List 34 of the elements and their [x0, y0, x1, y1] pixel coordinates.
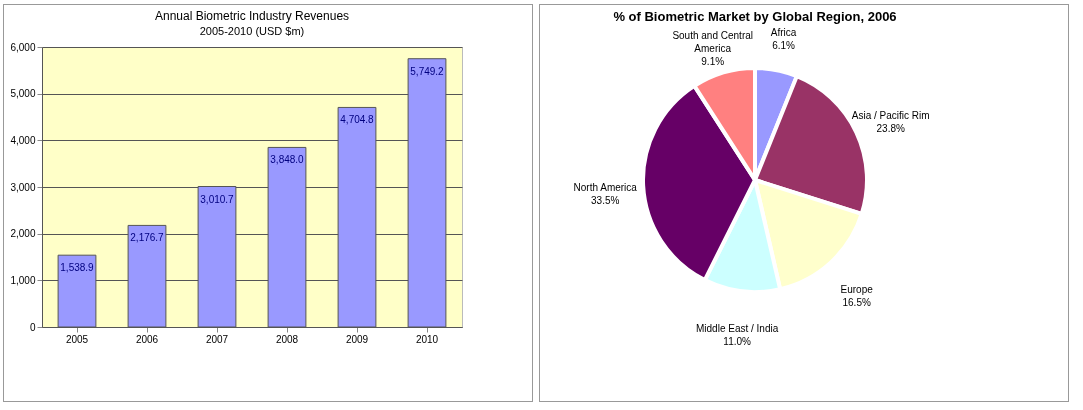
x-tick-label: 2009 — [345, 333, 369, 345]
data-label: 1,538.9 — [60, 262, 95, 274]
y-tick-label: 2,000 — [10, 228, 36, 240]
slice-label: South and Central America — [672, 30, 754, 55]
data-label: 3,010.7 — [200, 193, 235, 205]
data-label: 9.1% — [701, 56, 725, 68]
data-label: 11.0% — [723, 335, 752, 347]
x-tick-label: 2007 — [205, 333, 229, 345]
slice-label: Africa — [770, 26, 797, 38]
data-label: 23.8% — [876, 123, 906, 135]
slice-label: Asia / Pacific Rim — [851, 110, 930, 122]
x-tick-label: 2010 — [415, 333, 439, 345]
x-tick-label: 2008 — [275, 333, 299, 345]
chart-title: Annual Biometric Industry Revenues — [154, 9, 350, 23]
y-tick-label: 4,000 — [10, 134, 36, 146]
y-tick-label: 6,000 — [10, 41, 36, 53]
data-label: 5,749.2 — [410, 65, 445, 77]
data-label: 2,176.7 — [130, 232, 165, 244]
y-tick-label: 5,000 — [10, 88, 36, 100]
slice-label: Europe — [840, 284, 874, 296]
slice-label: North America — [573, 182, 638, 194]
y-tick-label: 1,000 — [10, 274, 36, 286]
data-label: 33.5% — [591, 195, 620, 207]
chart-subtitle: 2005-2010 (USD $m) — [199, 25, 305, 37]
x-tick-label: 2005 — [65, 333, 89, 345]
x-tick-label: 2006 — [135, 333, 159, 345]
y-tick-label: 0 — [29, 321, 36, 333]
data-label: 6.1% — [772, 39, 796, 51]
data-label: 4,704.8 — [340, 114, 375, 126]
chart-title: % of Biometric Market by Global Region, 2006 — [613, 8, 897, 24]
slice-label: Middle East / India — [696, 322, 779, 334]
y-tick-label: 3,000 — [10, 181, 36, 193]
data-label: 16.5% — [842, 297, 871, 309]
data-label: 3,848.0 — [270, 154, 305, 166]
